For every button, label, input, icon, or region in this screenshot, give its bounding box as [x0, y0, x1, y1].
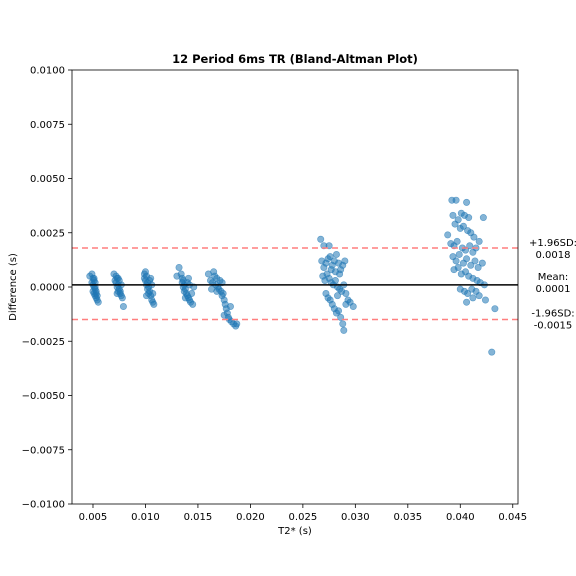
- data-point: [474, 263, 482, 271]
- data-point: [332, 250, 340, 258]
- data-point: [467, 261, 475, 269]
- data-point: [118, 294, 126, 302]
- data-point: [470, 233, 478, 241]
- y-tick-label: 0.0100: [30, 66, 65, 77]
- data-point: [113, 290, 121, 298]
- y-tick-label: −0.0050: [22, 391, 65, 402]
- data-point: [93, 292, 101, 300]
- reference-lines: [72, 247, 518, 321]
- data-point: [475, 292, 483, 300]
- data-point: [491, 305, 499, 313]
- data-point: [317, 235, 325, 243]
- lower-loa-label: -1.96SD:: [531, 309, 574, 320]
- y-tick-label: −0.0025: [22, 337, 65, 348]
- plot-frame: [71, 69, 519, 505]
- data-point: [339, 320, 347, 328]
- data-point: [208, 285, 216, 293]
- y-tick-label: 0.0025: [30, 228, 65, 239]
- data-point: [455, 250, 463, 258]
- data-point: [94, 298, 102, 306]
- y-tick-label: 0.0075: [30, 120, 65, 131]
- loa-annotations: +1.96SD: 0.0018 Mean: 0.0001 -1.96SD: -0…: [529, 238, 576, 332]
- y-axis-label: Difference (s): [8, 253, 19, 321]
- x-tick-label: 0.040: [446, 512, 475, 523]
- x-axis-label: T2* (s): [277, 526, 312, 537]
- data-point: [465, 214, 473, 222]
- scatter-points: [86, 196, 499, 356]
- data-point: [475, 237, 483, 245]
- data-point: [488, 348, 496, 356]
- data-point: [342, 300, 350, 308]
- x-tick-label: 0.005: [79, 512, 108, 523]
- data-point: [335, 307, 343, 315]
- y-tick-label: 0.0000: [30, 283, 65, 294]
- data-point: [181, 294, 189, 302]
- data-point: [150, 300, 158, 308]
- chart-title: 12 Period 6ms TR (Bland-Altman Plot): [172, 52, 418, 66]
- data-point: [463, 255, 471, 263]
- upper-loa-label: +1.96SD:: [529, 238, 576, 249]
- data-point: [149, 290, 157, 298]
- axis-ticks: 0.005 0.010 0.015 0.020 0.025 0.030 0.035 0.040…: [22, 66, 527, 524]
- data-point: [119, 303, 127, 311]
- upper-loa-value: 0.0018: [536, 250, 571, 261]
- data-point: [454, 263, 462, 271]
- data-point: [175, 263, 183, 271]
- x-tick-label: 0.015: [184, 512, 213, 523]
- data-point: [444, 231, 452, 239]
- y-tick-label: 0.0050: [30, 174, 65, 185]
- data-point: [459, 222, 467, 230]
- data-point: [453, 237, 461, 245]
- x-tick-label: 0.030: [341, 512, 370, 523]
- data-point: [451, 220, 459, 228]
- data-point: [452, 257, 460, 265]
- x-tick-label: 0.025: [289, 512, 318, 523]
- x-tick-label: 0.035: [393, 512, 422, 523]
- data-point: [147, 274, 155, 282]
- lower-loa-value: -0.0015: [534, 321, 573, 332]
- data-point: [188, 290, 196, 298]
- data-point: [184, 274, 192, 282]
- data-point: [464, 290, 472, 298]
- x-tick-label: 0.045: [498, 512, 527, 523]
- data-point: [340, 326, 348, 334]
- data-point: [452, 196, 460, 204]
- data-point: [463, 198, 471, 206]
- data-point: [331, 276, 339, 284]
- data-point: [478, 259, 486, 267]
- data-point: [471, 257, 479, 265]
- data-point: [220, 311, 228, 319]
- data-point: [327, 266, 335, 274]
- data-point: [342, 290, 350, 298]
- data-point: [341, 257, 349, 265]
- mean-value: 0.0001: [536, 284, 571, 295]
- data-point: [90, 274, 98, 282]
- data-point: [233, 320, 241, 328]
- x-tick-label: 0.020: [236, 512, 265, 523]
- data-point: [349, 303, 357, 311]
- data-point: [143, 292, 151, 300]
- data-point: [449, 211, 457, 219]
- data-point: [333, 292, 341, 300]
- data-point: [189, 300, 197, 308]
- data-point: [463, 298, 471, 306]
- y-tick-label: −0.0075: [22, 445, 65, 456]
- data-point: [466, 242, 474, 250]
- mean-label: Mean:: [538, 272, 569, 283]
- data-point: [479, 214, 487, 222]
- data-point: [469, 294, 477, 302]
- data-point: [326, 253, 334, 261]
- data-point: [481, 296, 489, 304]
- x-tick-label: 0.010: [131, 512, 160, 523]
- data-point: [226, 303, 234, 311]
- data-point: [114, 274, 122, 282]
- y-tick-label: −0.0100: [22, 500, 65, 511]
- data-point: [219, 290, 227, 298]
